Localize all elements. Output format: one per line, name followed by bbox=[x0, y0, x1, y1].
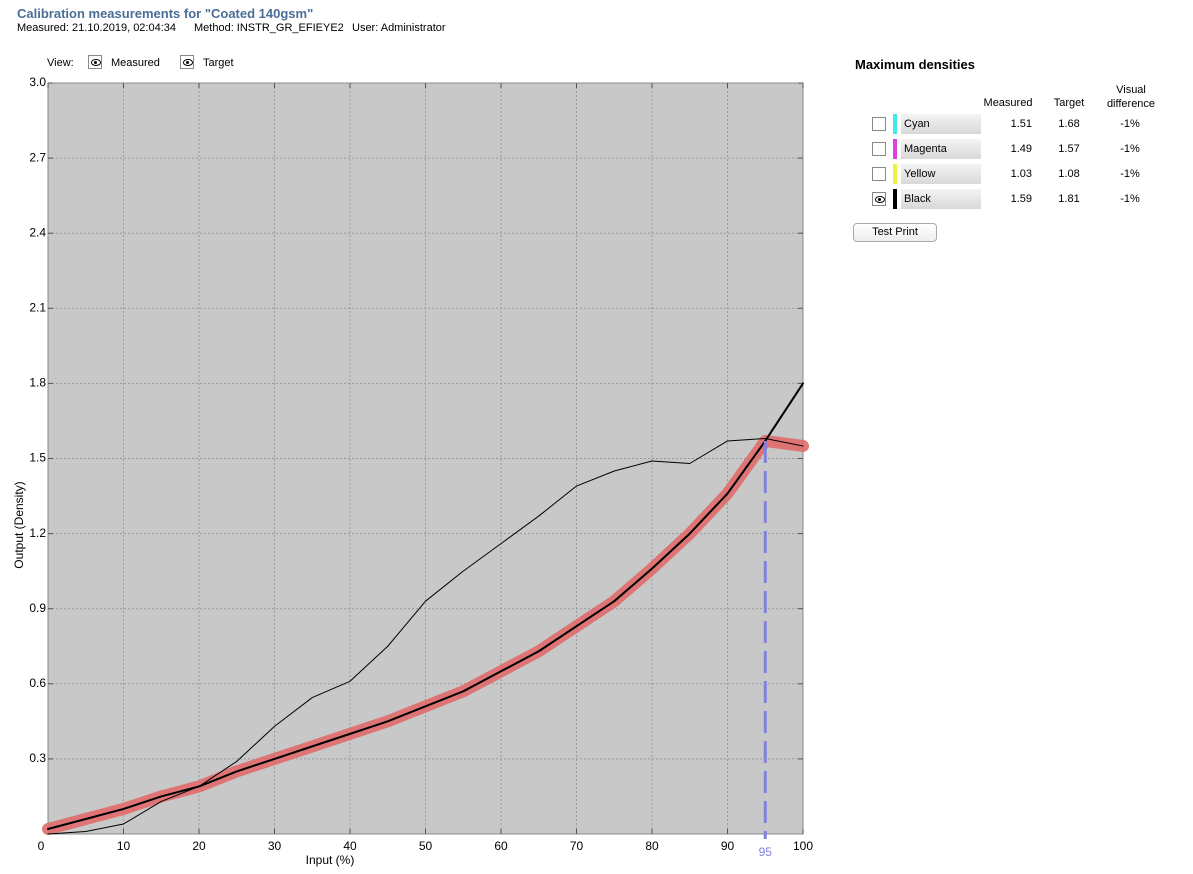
difference-value: -1% bbox=[1120, 168, 1140, 180]
y-tick-label: 0.3 bbox=[29, 751, 46, 765]
measured-value: 1.49 bbox=[1010, 143, 1032, 155]
target-toggle[interactable] bbox=[180, 55, 194, 69]
visibility-checkbox[interactable] bbox=[872, 167, 886, 181]
y-tick-label: 1.8 bbox=[29, 376, 46, 390]
meta-method: Method: INSTR_GR_EFIEYE2 bbox=[194, 22, 344, 34]
visibility-checkbox[interactable] bbox=[872, 192, 886, 206]
target-value: 1.81 bbox=[1058, 193, 1080, 205]
color-swatch bbox=[893, 139, 897, 159]
channel-name: Yellow bbox=[901, 164, 981, 184]
x-tick-label: 40 bbox=[343, 839, 357, 853]
y-tick-label: 0.6 bbox=[29, 676, 46, 690]
measured-value: 1.51 bbox=[1010, 118, 1032, 130]
x-tick-label: 30 bbox=[268, 839, 282, 853]
column-header: Target bbox=[1053, 97, 1085, 109]
channel-name: Magenta bbox=[901, 139, 981, 159]
channel-name: Cyan bbox=[901, 114, 981, 134]
y-tick-label: 3.0 bbox=[29, 75, 46, 89]
color-swatch bbox=[893, 164, 897, 184]
measured-label: Measured bbox=[111, 57, 160, 69]
difference-value: -1% bbox=[1120, 118, 1140, 130]
marker-label: 95 bbox=[759, 845, 773, 859]
measured-value: 1.59 bbox=[1010, 193, 1032, 205]
meta-measured: Measured: 21.10.2019, 02:04:34 bbox=[17, 22, 177, 34]
y-tick-label: 2.7 bbox=[29, 150, 46, 164]
measured-toggle[interactable] bbox=[88, 55, 102, 69]
x-tick-label: 90 bbox=[721, 839, 735, 853]
color-swatch bbox=[893, 189, 897, 209]
meta-user: User: Administrator bbox=[352, 22, 446, 34]
difference-value: -1% bbox=[1120, 193, 1140, 205]
x-tick-label: 10 bbox=[117, 839, 131, 853]
y-tick-label: 1.5 bbox=[29, 451, 46, 465]
visibility-checkbox[interactable] bbox=[872, 117, 886, 131]
y-tick-label: 2.4 bbox=[29, 225, 46, 239]
x-tick-label: 0 bbox=[38, 839, 45, 853]
y-tick-label: 2.1 bbox=[29, 300, 46, 314]
view-label: View: bbox=[47, 57, 74, 69]
x-tick-label: 70 bbox=[570, 839, 584, 853]
panel-title: Maximum densities bbox=[855, 57, 975, 72]
x-axis-label: Input (%) bbox=[306, 853, 355, 867]
series-line bbox=[47, 437, 804, 835]
color-swatch bbox=[893, 114, 897, 134]
column-header: Visual difference bbox=[1106, 84, 1156, 110]
difference-value: -1% bbox=[1120, 143, 1140, 155]
x-tick-label: 60 bbox=[494, 839, 508, 853]
test-print-button[interactable]: Test Print bbox=[853, 223, 937, 242]
page-title: Calibration measurements for "Coated 140… bbox=[17, 6, 314, 21]
target-value: 1.57 bbox=[1058, 143, 1080, 155]
x-tick-label: 100 bbox=[793, 839, 813, 853]
y-axis-label: Output (Density) bbox=[12, 481, 26, 568]
y-tick-label: 1.2 bbox=[29, 526, 46, 540]
measured-value: 1.03 bbox=[1010, 168, 1032, 180]
target-label: Target bbox=[203, 57, 234, 69]
x-tick-label: 50 bbox=[419, 839, 433, 853]
y-tick-label: 0.9 bbox=[29, 601, 46, 615]
x-tick-label: 20 bbox=[192, 839, 206, 853]
channel-name: Black bbox=[901, 189, 981, 209]
series-line bbox=[47, 382, 804, 830]
chart: Input (%) Output (Density) 0.3 0.6 0.9 1.2 1… bbox=[12, 75, 813, 867]
column-header: Measured bbox=[983, 97, 1033, 109]
visibility-checkbox[interactable] bbox=[872, 142, 886, 156]
target-value: 1.08 bbox=[1058, 168, 1080, 180]
target-value: 1.68 bbox=[1058, 118, 1080, 130]
x-tick-label: 80 bbox=[645, 839, 659, 853]
